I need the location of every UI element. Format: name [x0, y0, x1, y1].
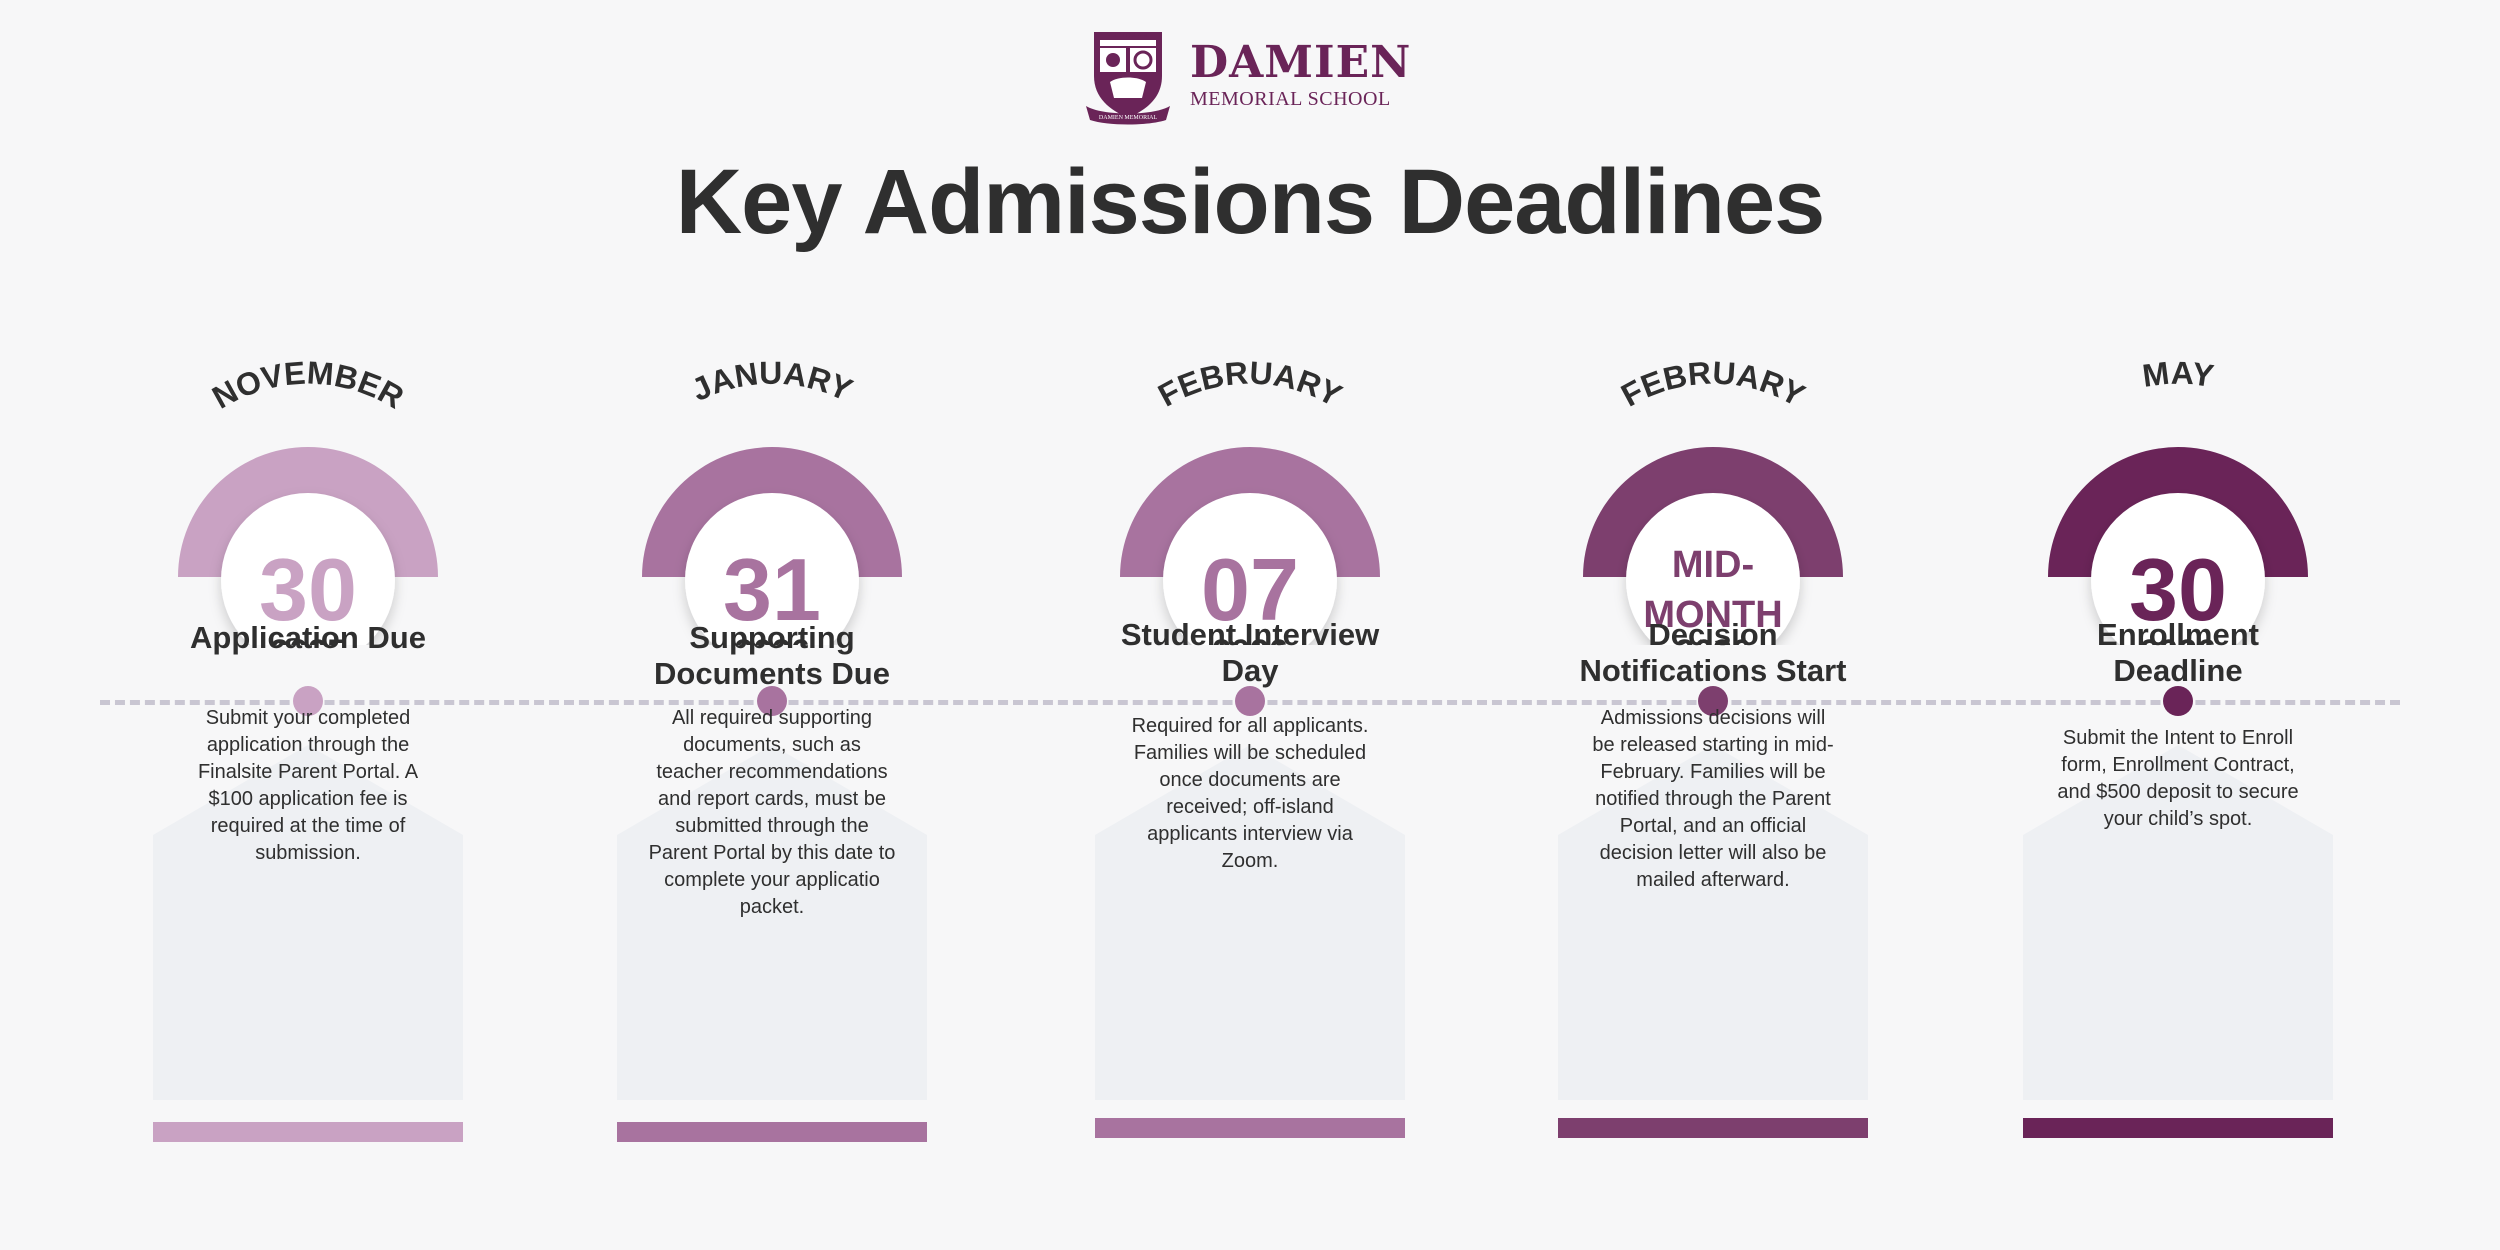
deadline-item-mid-february: FEBRUARY MID- MONTH 2026 Decision Notifi…: [1553, 354, 1873, 1160]
deadline-day-line1: MID-: [1672, 544, 1754, 586]
deadline-card-shape: [1558, 745, 1868, 1100]
deadline-accent-bar: [153, 1122, 463, 1142]
date-gauge: 07 2026: [1120, 447, 1380, 645]
deadline-year: 2025: [270, 633, 346, 645]
deadline-card: [617, 745, 927, 1100]
page-title: Key Admissions Deadlines: [675, 151, 1826, 253]
deadline-year: 2026: [1212, 633, 1288, 645]
month-label-arc: MAY: [2140, 355, 2216, 394]
deadline-card-shape: [153, 745, 463, 1100]
deadline-month: FEBRUARY: [1152, 354, 1347, 413]
deadline-month-text: JANUARY: [686, 355, 858, 408]
deadline-card: [1558, 745, 1868, 1100]
deadline-month: JANUARY: [686, 355, 858, 408]
month-label-arc: JANUARY: [686, 355, 858, 408]
school-name-line2: MEMORIAL SCHOOL: [1190, 88, 1391, 110]
deadline-accent-bar: [1558, 1118, 1868, 1138]
date-gauge: MID- MONTH 2026: [1583, 447, 1843, 645]
deadline-day: 07: [1201, 540, 1299, 639]
month-label-arc: FEBRUARY: [1152, 354, 1347, 413]
gauge-disc: [1626, 493, 1800, 645]
gauge-disc: [685, 493, 859, 645]
crest-banner: DAMIEN MEMORIAL: [1099, 115, 1157, 121]
deadline-title: Enrollment Deadline: [2097, 617, 2259, 688]
gauge-disc: [221, 493, 395, 645]
deadline-title: Decision Notifications Start: [1579, 617, 1847, 688]
deadline-month: FEBRUARY: [1615, 354, 1810, 413]
deadline-card: [1095, 745, 1405, 1100]
deadline-description: Submit your completed application throug…: [197, 707, 419, 864]
deadline-description: Submit the Intent to Enroll form, Enroll…: [2057, 727, 2299, 830]
deadline-year: 2026: [1675, 633, 1751, 645]
deadline-title: Supporting Documents Due: [654, 620, 890, 691]
month-label-arc: NOVEMBER: [206, 354, 409, 415]
school-logo: VIRILITER AGE DAMIEN MEMORIAL DAMIEN MEM…: [1082, 24, 1411, 126]
timeline-dot: [1698, 686, 1728, 716]
deadline-accent-bar: [2023, 1118, 2333, 1138]
deadline-accent-bar: [1095, 1118, 1405, 1138]
deadline-month-text: MAY: [2140, 355, 2216, 394]
deadline-card: [2023, 745, 2333, 1100]
timeline-dot: [293, 686, 323, 716]
deadline-month-text: NOVEMBER: [206, 354, 409, 415]
deadline-day-line2: MONTH: [1643, 594, 1782, 636]
deadline-day: 30: [259, 540, 357, 639]
deadline-title: Application Due: [190, 620, 426, 655]
deadline-title: Student Interview Day: [1120, 617, 1380, 688]
school-name-line1: DAMIEN: [1190, 37, 1412, 88]
deadline-month: MAY: [2140, 355, 2216, 394]
deadline-accent-bar: [617, 1122, 927, 1142]
deadline-month-text: FEBRUARY: [1152, 354, 1347, 413]
deadline-description: Admissions decisions will be released st…: [1592, 707, 1834, 891]
deadline-item-january: JANUARY 31 2026 Supporting Documents Due…: [612, 355, 932, 1160]
school-name: DAMIEN MEMORIAL SCHOOL: [1190, 37, 1412, 110]
school-crest-icon: VIRILITER AGE DAMIEN MEMORIAL: [1086, 32, 1170, 125]
deadline-month: NOVEMBER: [206, 354, 409, 415]
date-gauge: 30 2025: [178, 447, 438, 645]
deadline-year: 2026: [734, 633, 810, 645]
deadline-day: 30: [2129, 540, 2227, 639]
deadline-card: [153, 745, 463, 1100]
gauge-disc: [1163, 493, 1337, 645]
month-label-arc: FEBRUARY: [1615, 354, 1810, 413]
deadline-item-february: FEBRUARY 07 2026 Student Interview Day R…: [1090, 354, 1410, 1160]
timeline-dot: [2163, 686, 2193, 716]
deadline-card-shape: [617, 745, 927, 1100]
deadline-card-shape: [1095, 745, 1405, 1100]
timeline-dot: [1235, 686, 1265, 716]
date-gauge: 31 2026: [642, 447, 902, 645]
timeline-dot: [757, 686, 787, 716]
date-gauge: 30 2026: [2048, 447, 2308, 645]
deadline-card-shape: [2023, 745, 2333, 1100]
deadline-item-may: MAY 30 2026 Enrollment Deadline Submit t…: [2018, 355, 2338, 1160]
deadline-day: 31: [723, 540, 821, 639]
deadline-description: All required supporting documents, such …: [648, 707, 896, 918]
crest-motto: VIRILITER AGE: [1107, 33, 1150, 39]
deadline-description: Required for all applicants. Families wi…: [1131, 715, 1369, 872]
gauge-disc: [2091, 493, 2265, 645]
deadline-month-text: FEBRUARY: [1615, 354, 1810, 413]
deadline-year: 2026: [2140, 633, 2216, 645]
deadline-item-november: NOVEMBER 30 2025 Application Due Submit …: [148, 354, 468, 1160]
